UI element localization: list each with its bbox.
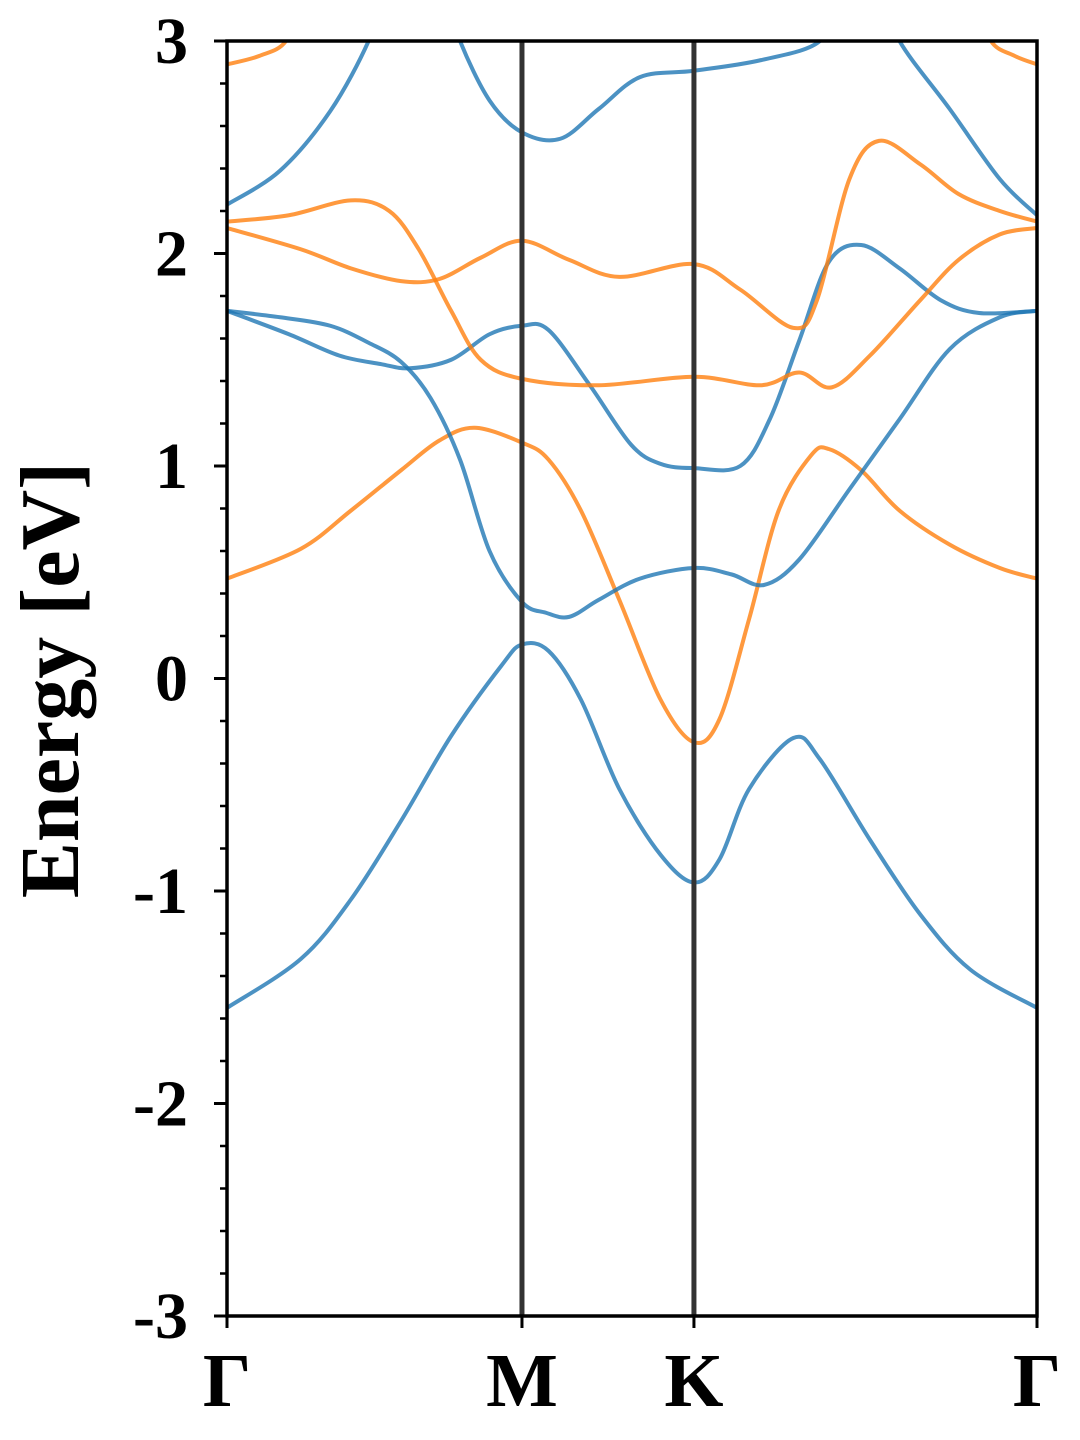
bands-group [227, 41, 1037, 1010]
y-tick-label: 1 [155, 430, 188, 503]
orange-band-3 [227, 138, 1037, 331]
x-tick-label: M [486, 1339, 558, 1423]
y-tick-label: 2 [155, 218, 188, 291]
blue-band-5 [457, 41, 823, 143]
x-tick-label: Γ [203, 1339, 251, 1423]
blue-band-1 [227, 641, 1037, 1010]
x-tick-label: K [664, 1339, 723, 1423]
x-tick-label: Γ [1013, 1339, 1061, 1423]
blue-band-4 [227, 41, 371, 207]
blue-band-6 [897, 41, 1037, 217]
orange-band-4-right [988, 41, 1037, 67]
y-tick-label: -1 [133, 855, 188, 928]
orange-band-4-left [227, 41, 289, 67]
y-axis-label: Energy [eV] [4, 462, 97, 898]
orange-band-2 [227, 198, 1037, 390]
y-tick-label: -2 [133, 1068, 188, 1141]
blue-band-2 [227, 308, 1037, 620]
orange-band-1 [227, 425, 1037, 746]
y-tick-label: -3 [133, 1280, 188, 1353]
blue-band-3 [227, 242, 1037, 473]
plot-frame [225, 39, 1039, 1318]
high-symmetry-lines [519, 41, 697, 1316]
y-tick-label: 3 [155, 5, 188, 78]
y-axis: 3 2 1 0 -1 -2 -3 [133, 5, 227, 1353]
y-tick-label: 0 [155, 643, 188, 716]
